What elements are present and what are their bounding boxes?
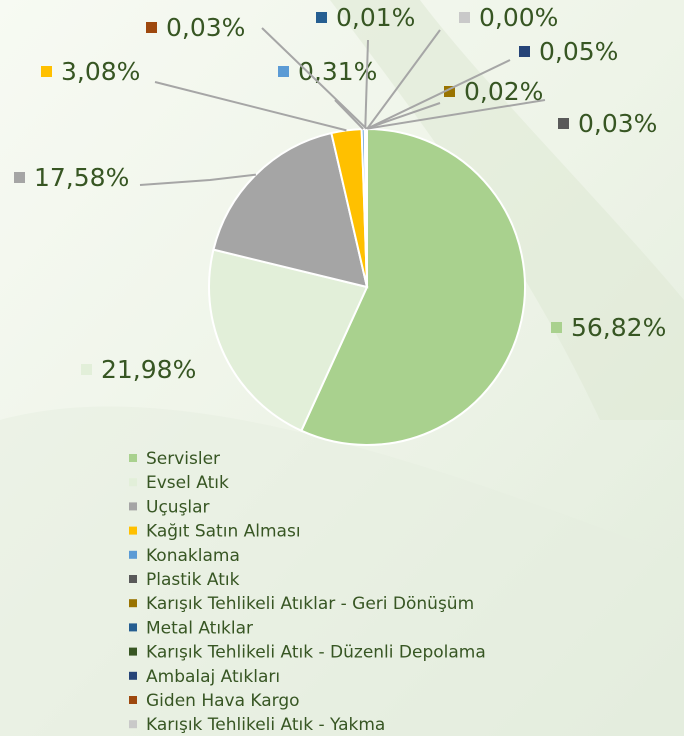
legend-label: Evsel Atık [146, 473, 229, 493]
data-label: 0,00% [479, 3, 558, 32]
data-label: 17,58% [34, 163, 129, 192]
legend-label: Konaklama [146, 546, 240, 566]
legend-label: Karışık Tehlikeli Atık - Yakma [146, 715, 385, 735]
pie-slice [212, 131, 369, 289]
leader-line [364, 99, 546, 131]
leader-line [139, 173, 257, 186]
label-marker [278, 66, 289, 77]
legend-marker [129, 671, 137, 680]
legend-marker [129, 502, 137, 511]
data-label: 0,02% [464, 77, 543, 106]
data-label: 21,98% [101, 355, 196, 384]
legend-marker [129, 478, 137, 487]
leader-line [261, 27, 368, 130]
legend-marker [129, 599, 137, 608]
legend-label: Uçuşlar [146, 497, 210, 517]
label-marker [519, 46, 530, 57]
legend-marker [129, 575, 137, 583]
data-label: 0,03% [166, 13, 245, 42]
leader-line [366, 29, 441, 130]
legend-label: Kağıt Satın Alması [146, 522, 301, 542]
data-label: 0,01% [336, 3, 415, 32]
label-marker [459, 12, 470, 23]
legend-label: Karışık Tehlikeli Atık - Düzenli Depolam… [146, 643, 486, 663]
leader-line [154, 81, 347, 132]
label-marker [551, 322, 562, 333]
label-marker [14, 172, 25, 183]
legend-label: Giden Hava Kargo [146, 691, 300, 711]
data-label: 56,82% [571, 313, 666, 342]
data-label: 0,31% [298, 57, 377, 86]
legend-marker [129, 550, 137, 559]
label-marker [444, 86, 455, 97]
pie-slice [300, 127, 526, 446]
leaf-decoration [0, 406, 684, 736]
label-marker [316, 12, 327, 23]
leader-line [366, 59, 511, 130]
legend-marker [129, 526, 137, 535]
data-label: 0,03% [578, 109, 657, 138]
data-label: 3,08% [61, 57, 140, 86]
label-marker [81, 364, 92, 375]
legend-marker [129, 647, 137, 656]
legend-label: Ambalaj Atıkları [146, 667, 280, 687]
legend-marker [129, 454, 137, 462]
label-marker [146, 22, 157, 33]
legend-marker [129, 623, 137, 632]
legend-label: Plastik Atık [146, 570, 240, 590]
legend-marker [129, 696, 137, 704]
leader-line [334, 99, 364, 130]
label-marker [41, 66, 52, 77]
legend-marker [129, 720, 137, 729]
legend-label: Servisler [146, 449, 220, 469]
legend-label: Karışık Tehlikeli Atıklar - Geri Dönüşüm [146, 594, 474, 614]
label-marker [558, 118, 569, 129]
leader-line [364, 39, 369, 130]
data-label: 0,05% [539, 37, 618, 66]
pie-slice [208, 248, 369, 433]
legend-label: Metal Atıklar [146, 618, 253, 638]
